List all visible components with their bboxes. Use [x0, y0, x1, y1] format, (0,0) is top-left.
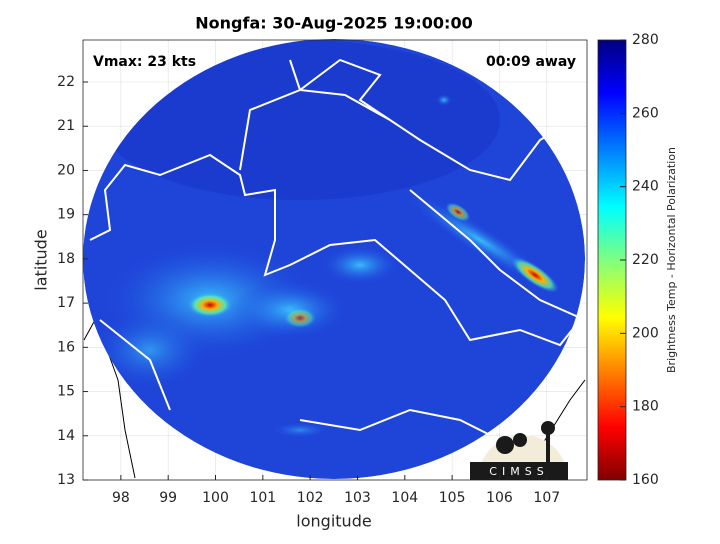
x-tick-label: 99 — [159, 490, 177, 506]
cimss-logo: CIMSS — [470, 421, 568, 480]
country-border — [89, 58, 585, 441]
y-tick-label: 13 — [57, 472, 75, 488]
chart-title: Nongfa: 30-Aug-2025 19:00:00 — [195, 14, 472, 33]
x-tick-label: 106 — [486, 490, 513, 506]
y-tick-label: 21 — [57, 118, 75, 134]
satellite-swath — [83, 39, 585, 479]
colorbar-tick-label: 180 — [632, 399, 659, 415]
x-tick-label: 107 — [533, 490, 560, 506]
x-tick-label: 100 — [202, 490, 229, 506]
y-tick-label: 19 — [57, 207, 75, 223]
y-tick-label: 20 — [57, 162, 75, 178]
x-tick-label: 105 — [439, 490, 466, 506]
x-tick-label: 102 — [297, 490, 324, 506]
y-tick-label: 17 — [57, 295, 75, 311]
vmax-annotation: Vmax: 23 kts — [93, 54, 196, 70]
colorbar-tick-label: 240 — [632, 179, 659, 195]
y-tick-label: 16 — [57, 339, 75, 355]
y-tick-label: 22 — [57, 74, 75, 90]
y-axis-label: latitude — [32, 229, 51, 290]
colorbar-tick-label: 220 — [632, 252, 659, 268]
x-axis-label: longitude — [296, 512, 371, 531]
x-tick-label: 104 — [391, 490, 418, 506]
plot-frame — [82, 39, 588, 481]
logo-text: CIMSS — [489, 465, 548, 478]
colorbar-tick-label: 160 — [632, 472, 659, 488]
y-tick-label: 18 — [57, 251, 75, 267]
x-tick-label: 103 — [344, 490, 371, 506]
colorbar-label: Brightness Temp - Horizontal Polarizatio… — [665, 147, 678, 373]
colorbar-tick-label: 200 — [632, 325, 659, 341]
colorbar-tick-label: 260 — [632, 105, 659, 121]
colorbar-tick-label: 280 — [632, 32, 659, 48]
y-tick-label: 14 — [57, 428, 75, 444]
time-annotation: 00:09 away — [486, 54, 576, 70]
y-tick-label: 15 — [57, 384, 75, 400]
x-tick-label: 101 — [249, 490, 276, 506]
x-tick-label: 98 — [112, 490, 130, 506]
